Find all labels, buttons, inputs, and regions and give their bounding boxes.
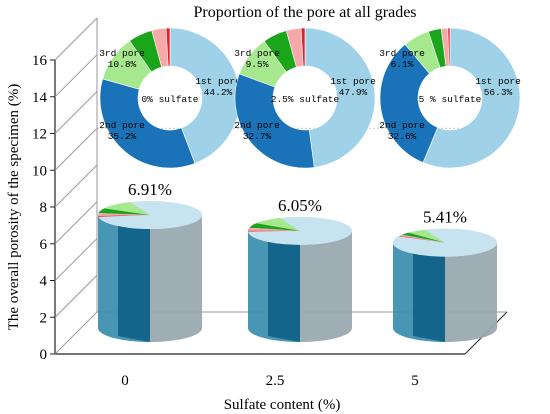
donut-slice [379,43,439,163]
cylinder-top-wedge [399,234,445,243]
y-tick-label: 10 [32,163,47,179]
cylinder-top-wedge [248,227,300,231]
y-wall-diagonal [54,127,98,171]
donut-slice [300,27,306,67]
donut-slice [99,78,196,169]
y-wall-diagonal [54,201,98,245]
y-tick-label: 4 [40,274,48,290]
y-axis-label: The overall porosity of the specimen (%) [6,84,22,331]
donut-slice [234,73,315,169]
donut-slice [447,27,451,67]
cylinder-right-face [445,242,497,342]
cylinder-right-face [300,230,352,342]
donut-slice [422,27,521,169]
y-wall-diagonal [54,17,98,61]
donut-slice-label: 1st pore 44.2% [195,76,241,98]
cylinder-top-wedge [104,202,150,216]
cylinder-top-wedge [402,232,445,243]
cylinder-bar: 6.91% [98,180,202,342]
y-wall-diagonal [54,311,98,355]
donut-slice-label: 3rd pore 10.8% [99,48,145,70]
y-wall-diagonal [54,91,98,134]
y-tick-label: 12 [32,127,47,143]
cylinders: 6.91% 6.05% 5.41% [98,180,497,342]
cylinder-top-wedge [248,230,300,232]
donut-slice-label: 2nd pore 35.2% [99,120,145,142]
donut-slice-label: 2nd pore 32.7% [234,120,280,142]
donut-center-label: 5 % sulfate [419,94,482,105]
y-tick-label: 8 [40,200,48,216]
bar-value-label: 5.41% [423,208,467,227]
y-wall-diagonal [54,274,98,318]
donut-center-label: 0% sulfate [141,94,198,105]
cylinder-bar: 6.05% [248,196,352,342]
cylinder-top-wedge [98,213,150,216]
x-axis-label: Sulfate content (%) [224,397,341,413]
cylinder-top-wedge [398,235,445,243]
x-tick-label: 2.5 [266,373,285,389]
donut-slice-label: 3rd pore 6.1% [379,48,425,70]
y-tick-label: 0 [40,347,48,363]
donut-slice-label: 1st pore 56.3% [475,76,521,98]
cylinder-right-face [150,215,202,342]
x-tick-label: 0 [121,373,129,389]
cylinder-inner-face [268,238,300,342]
y-wall-diagonal [54,164,98,208]
y-wall-diagonal [54,54,98,98]
cylinder-bar: 5.41% [393,208,497,342]
bar-value-label: 6.91% [128,180,172,199]
donut-slice [304,27,376,168]
cylinder-inner-face [413,250,445,342]
donut-slice-label: 3rd pore 9.5% [234,48,280,70]
cylinder-top-wedge [408,229,445,243]
y-tick-label: 6 [40,237,48,253]
cylinder-top-wedge [98,215,150,217]
donut-slice [165,27,171,67]
cylinder-inner-face [118,223,150,342]
axes: 0 2 4 6 8 10 12 14 16 0 2.5 5 [32,17,508,389]
y-wall-diagonal [54,238,98,281]
y-tick-label: 2 [40,310,48,326]
donut-chart-title: Proportion of the pore at all grades [193,4,416,21]
donut-center-label: 2.5% sulfate [271,94,340,105]
x-tick-label: 5 [411,373,419,389]
cylinder-top-wedge [249,223,300,231]
cylinder-top-wedge [98,208,150,216]
donut-slice-label: 2nd pore 32.6% [379,120,425,142]
bar-value-label: 6.05% [278,196,322,215]
donut-slice [169,27,241,164]
donut-slice-label: 1st pore 47.9% [330,76,376,98]
y-tick-label: 14 [32,90,48,106]
y-tick-label: 16 [32,53,48,69]
cylinder-top-wedge [256,217,300,231]
